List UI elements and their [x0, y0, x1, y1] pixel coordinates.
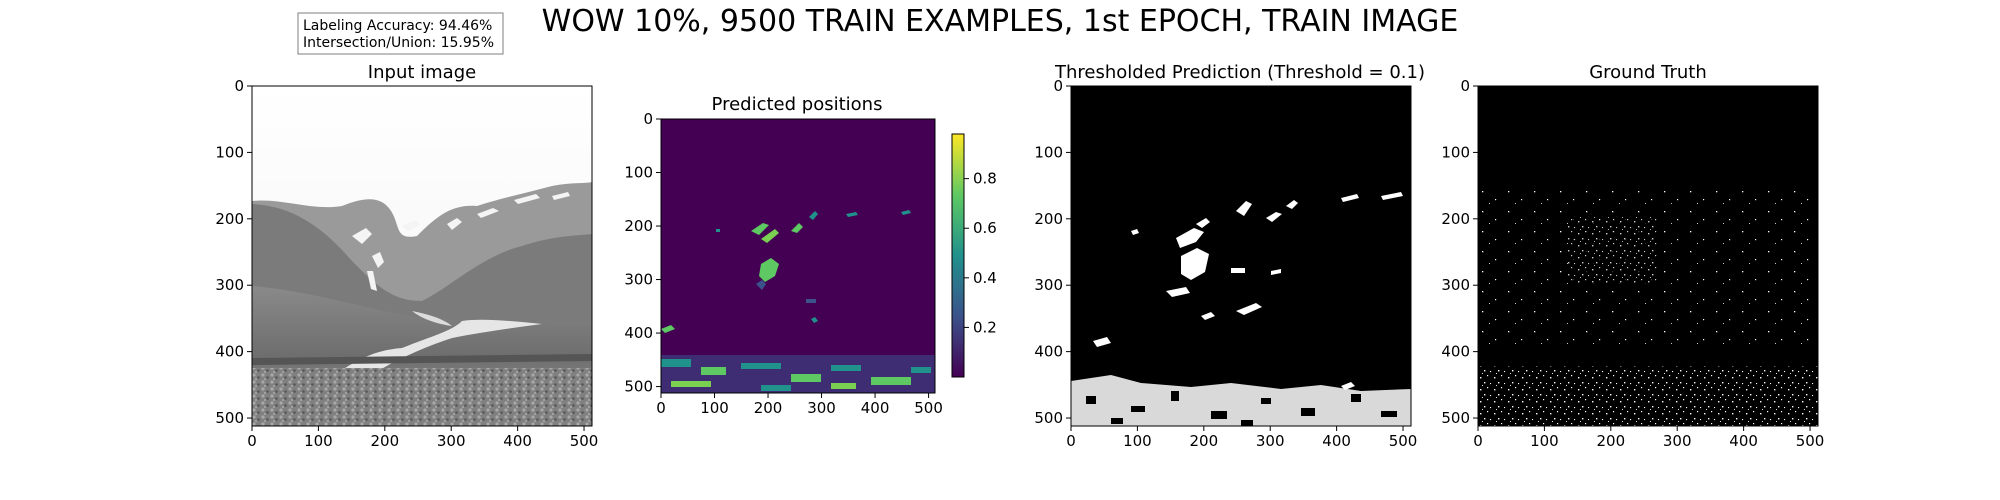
- input-photo: [252, 86, 592, 426]
- y-tick-label: 100: [1034, 143, 1063, 161]
- mask-blobs: [1093, 192, 1403, 390]
- x-tick-label: 300: [1663, 432, 1692, 450]
- y-tick-label: 300: [215, 276, 244, 294]
- metrics-box: Labeling Accuracy: 94.46% Intersection/U…: [297, 12, 504, 55]
- mask-band-holes: [1086, 391, 1397, 426]
- figure-title: WOW 10%, 9500 TRAIN EXAMPLES, 1st EPOCH,…: [542, 4, 1459, 39]
- y-tick-label: 200: [624, 217, 653, 235]
- y-tick-label: 100: [215, 143, 244, 161]
- y-tick-label: 400: [215, 343, 244, 361]
- y-tick-label: 0: [643, 110, 653, 128]
- y-tick-label: 300: [1441, 276, 1470, 294]
- colorbar-ticks: 0.2 0.4 0.6 0.8: [964, 170, 997, 336]
- panel-title: Input image: [368, 62, 476, 83]
- x-tick-label: 400: [1729, 432, 1758, 450]
- y-tick-label: 0: [1460, 77, 1470, 95]
- panel-thresholded-prediction: Thresholded Prediction (Threshold = 0.1): [1034, 62, 1425, 450]
- panel-title: Thresholded Prediction (Threshold = 0.1): [1054, 62, 1425, 83]
- x-tick-label: 400: [1322, 432, 1351, 450]
- colorbar-tick-label: 0.4: [973, 269, 997, 287]
- y-tick-label: 500: [1441, 409, 1470, 427]
- y-tick-label: 0: [234, 77, 244, 95]
- y-tick-label: 500: [1034, 409, 1063, 427]
- panel-predicted-positions: Predicted positions: [624, 94, 997, 417]
- x-tick-label: 200: [370, 432, 399, 450]
- colorbar-tick-label: 0.2: [973, 318, 997, 336]
- colorbar-tick-label: 0.6: [973, 219, 997, 237]
- y-tick-label: 500: [624, 378, 653, 396]
- y-tick-label: 0: [1053, 77, 1063, 95]
- panel-ground-truth: Ground Truth 0 100 200 300 400 50001002003004…: [1441, 62, 1824, 450]
- x-tick-label: 0: [247, 432, 257, 450]
- y-tick-label: 400: [624, 324, 653, 342]
- x-tick-label: 0: [656, 399, 666, 417]
- x-tick-label: 300: [437, 432, 466, 450]
- x-tick-label: 200: [1596, 432, 1625, 450]
- y-tick-label: 200: [1441, 210, 1470, 228]
- mask-bottom-band: [1071, 375, 1411, 426]
- x-tick-label: 300: [807, 399, 836, 417]
- y-tick-label: 100: [1441, 143, 1470, 161]
- prediction-heatmap: [661, 119, 935, 393]
- panel-title: Predicted positions: [712, 94, 883, 115]
- y-tick-label: 400: [1441, 343, 1470, 361]
- heatmap-blobs: [661, 210, 911, 333]
- x-tick-label: 100: [1530, 432, 1559, 450]
- x-tick-label: 500: [570, 432, 599, 450]
- y-tick-label: 200: [215, 210, 244, 228]
- y-tick-label: 200: [1034, 210, 1063, 228]
- colorbar: 0.2 0.4 0.6 0.8: [951, 133, 997, 378]
- y-tick-label: 400: [1034, 343, 1063, 361]
- x-tick-label: 200: [754, 399, 783, 417]
- y-tick-label: 500: [215, 409, 244, 427]
- x-tick-label: 0: [1473, 432, 1483, 450]
- x-tick-label: 200: [1189, 432, 1218, 450]
- x-tick-label: 100: [304, 432, 333, 450]
- labeling-accuracy-text: Labeling Accuracy: 94.46%: [303, 18, 492, 34]
- x-tick-label: 100: [1123, 432, 1152, 450]
- x-tick-label: 100: [700, 399, 729, 417]
- x-tick-label: 0: [1066, 432, 1076, 450]
- y-tick-label: 300: [1034, 276, 1063, 294]
- y-tick-label: 100: [624, 164, 653, 182]
- x-tick-label: 400: [503, 432, 532, 450]
- x-tick-label: 500: [1389, 432, 1418, 450]
- ground-truth-mask: [1478, 86, 1818, 426]
- x-tick-label: 500: [914, 399, 943, 417]
- x-tick-label: 300: [1256, 432, 1285, 450]
- thresholded-mask: [1071, 86, 1411, 426]
- panel-input-image: Input image: [215, 62, 598, 450]
- panel-title: Ground Truth: [1589, 62, 1707, 83]
- x-tick-label: 500: [1796, 432, 1825, 450]
- iou-text: Intersection/Union: 15.95%: [303, 35, 494, 51]
- x-tick-label: 400: [861, 399, 890, 417]
- colorbar-tick-label: 0.8: [973, 170, 997, 188]
- y-tick-label: 300: [624, 271, 653, 289]
- heatmap-bottom-band: [661, 359, 931, 391]
